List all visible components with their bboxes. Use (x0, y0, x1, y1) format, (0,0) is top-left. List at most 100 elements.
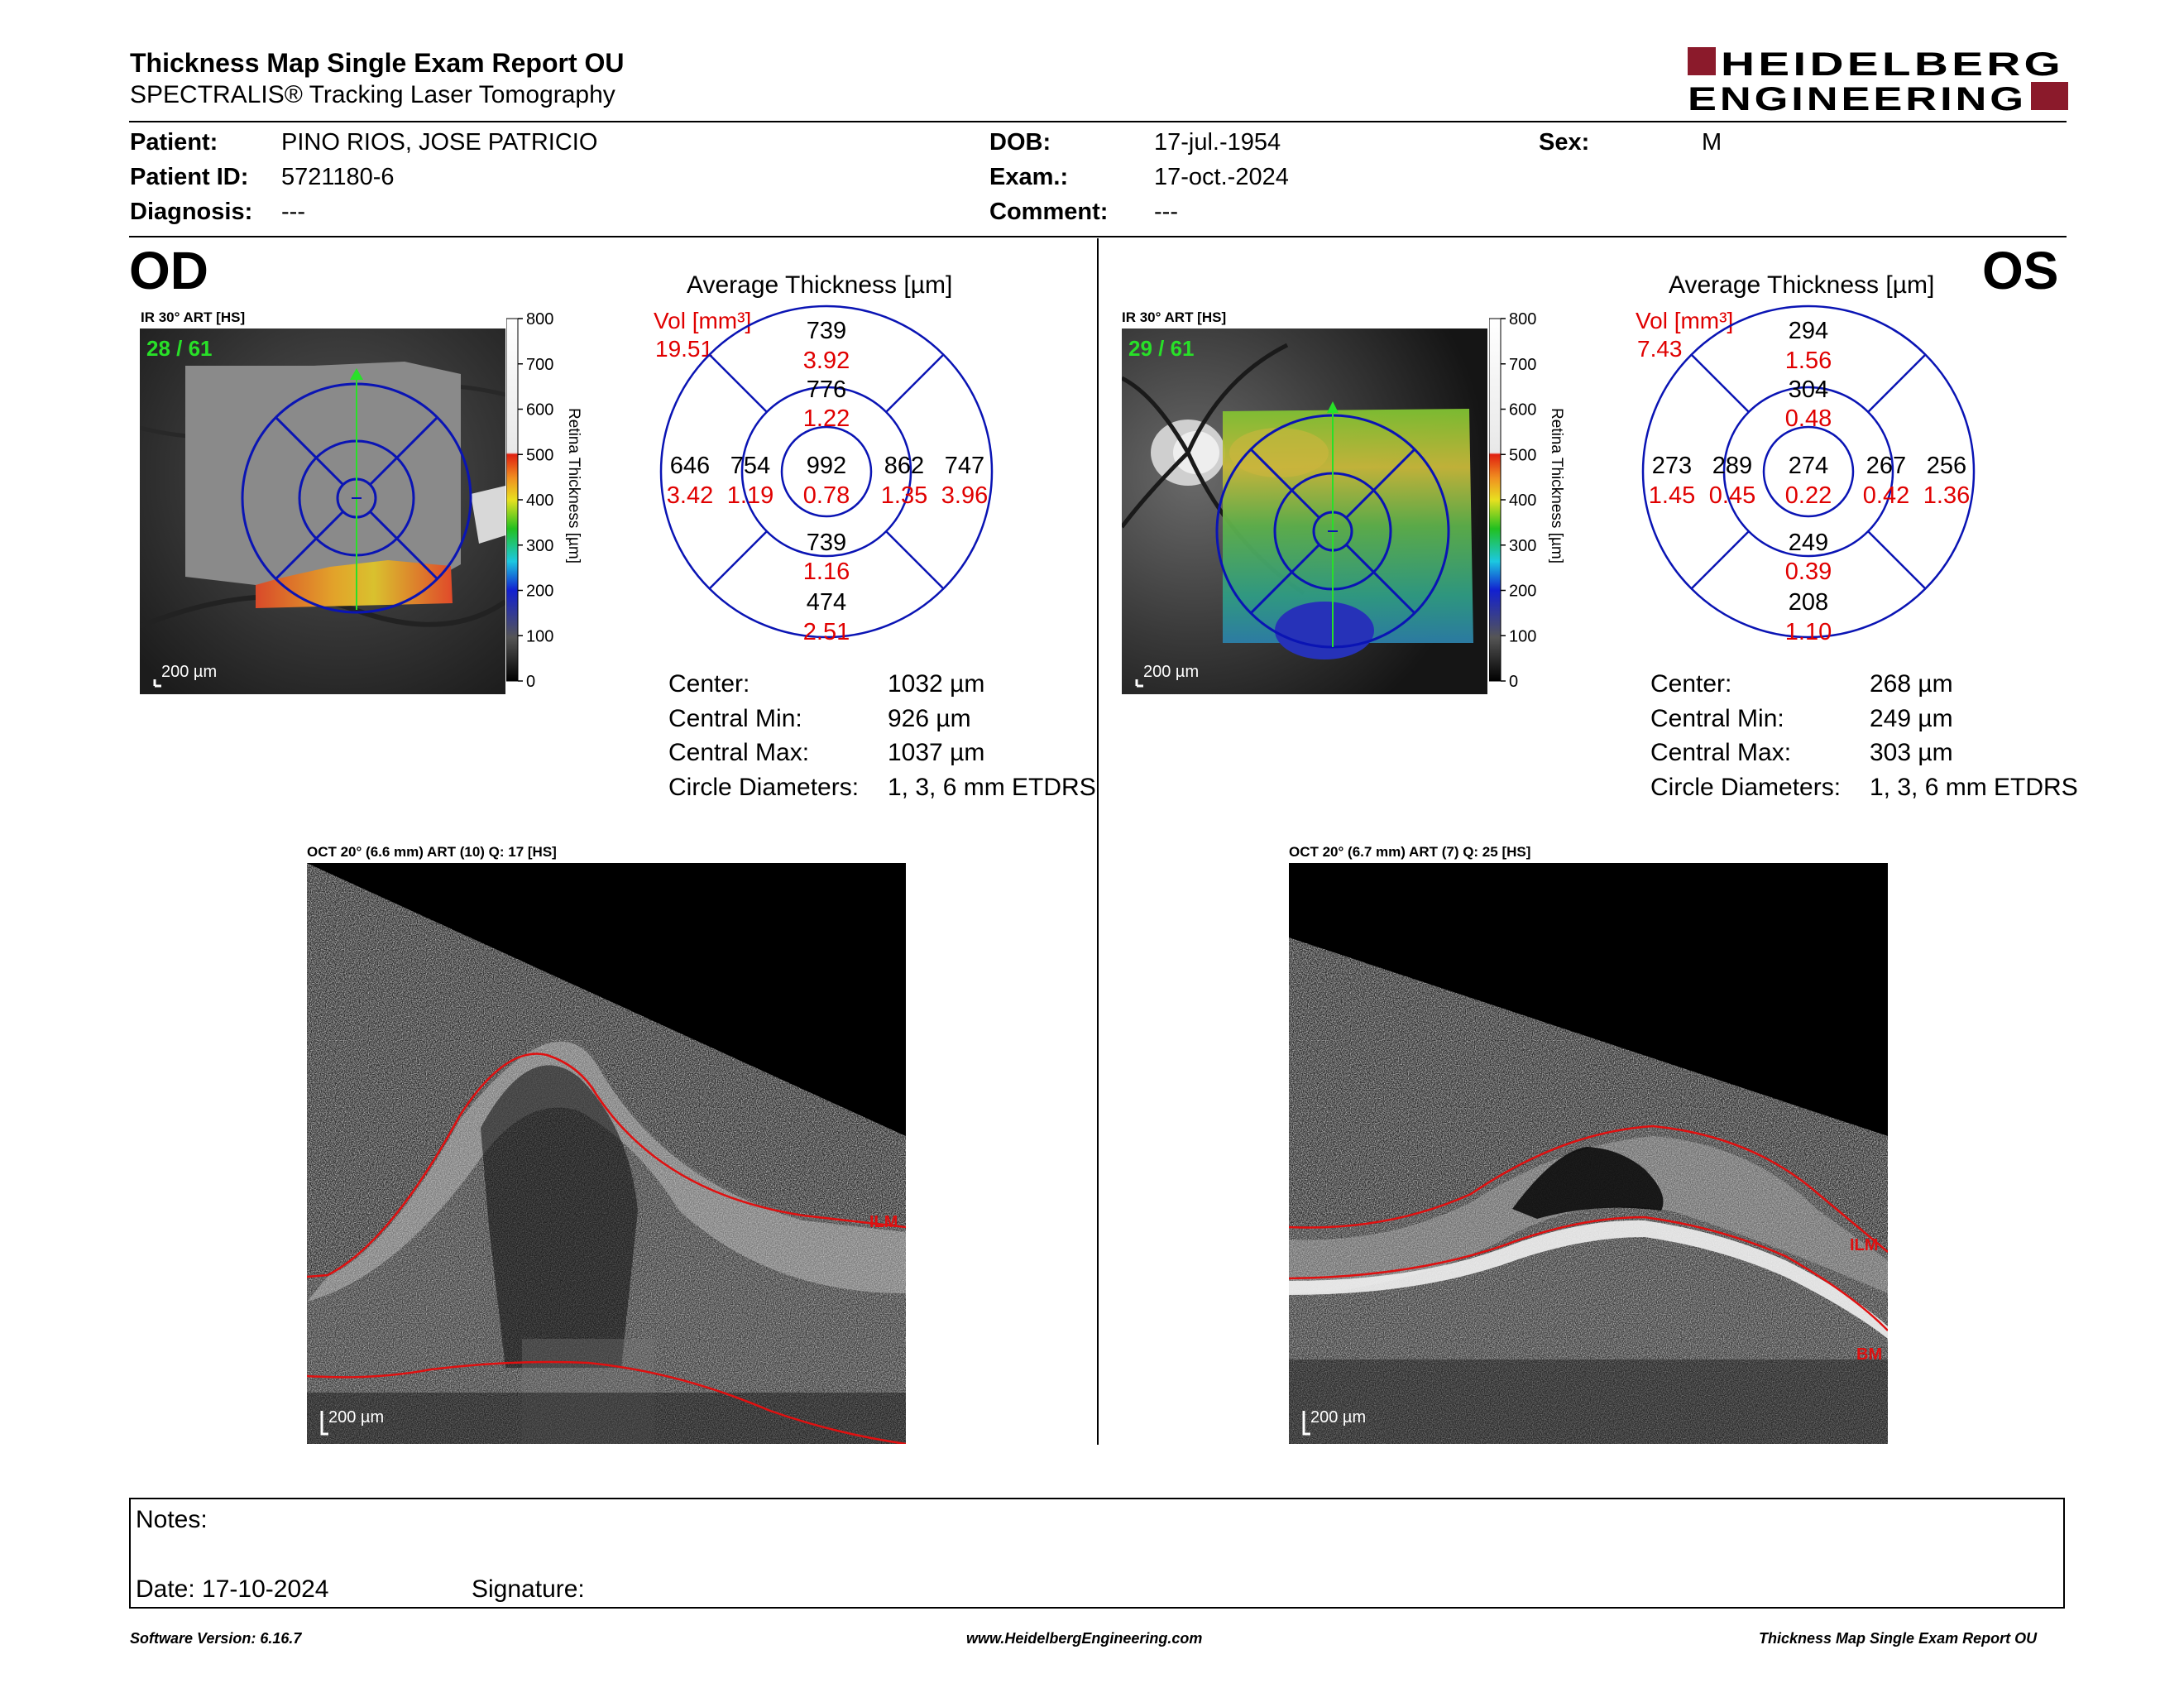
od-oct-title: OCT 20° (6.6 mm) ART (10) Q: 17 [HS] (307, 844, 557, 860)
od-colorbar-tick-label: 200 (526, 583, 553, 601)
os-bm-label: BM (1856, 1345, 1882, 1364)
od-colorbar-tick-label: 0 (526, 673, 535, 691)
logo-line2: ENGINEERING (1688, 81, 2027, 116)
od-oct-scan: ILM 200 µm (307, 863, 906, 1444)
os-min-value: 249 µm (1870, 705, 1953, 732)
od-outer-inf: 474 (807, 589, 846, 616)
os-colorbar-tick-label: 800 (1509, 310, 1536, 328)
os-etdrs-grid: 294 1.56 304 0.48 273 1.45 289 0.45 274 … (1641, 305, 1976, 645)
notes-box[interactable]: Notes: Date: 17-10-2024 Signature: (129, 1498, 2065, 1609)
od-inner-inf: 739 (807, 530, 846, 556)
os-diam-value: 1, 3, 6 mm ETDRS (1870, 774, 2078, 801)
os-min-label: Central Min: (1650, 705, 1784, 732)
os-vol-label: Vol [mm³] (1636, 308, 1734, 333)
os-colorbar-tick-label: 200 (1509, 583, 1536, 601)
od-colorbar-title: Retina Thickness [µm] (565, 408, 582, 563)
os-ir-scale: 200 µm (1143, 663, 1199, 681)
exam-label: Exam.: (989, 164, 1069, 190)
os-center-label: Center: (1650, 670, 1732, 698)
od-vol-total: 19.51 (655, 336, 714, 362)
od-inner-sup: 776 (807, 376, 846, 403)
od-outer-nas-vol: 3.96 (941, 482, 988, 509)
os-inner-sup: 304 (1789, 376, 1828, 403)
od-vol-label: Vol [mm³] (654, 308, 752, 333)
od-inner-temp-vol: 1.19 (727, 482, 774, 509)
report-subtitle: SPECTRALIS® Tracking Laser Tomography (130, 81, 615, 108)
od-outer-sup-vol: 3.92 (803, 348, 850, 374)
os-outer-inf-vol: 1.10 (1785, 619, 1832, 645)
heidelberg-logo: HEIDELBERG ENGINEERING (1688, 46, 2068, 116)
os-outer-inf: 208 (1789, 589, 1828, 616)
od-diam-label: Circle Diameters: (668, 774, 860, 801)
od-etdrs-grid: 739 3.92 776 1.22 646 3.42 754 1.19 992 … (659, 305, 994, 645)
od-outer-sup: 739 (807, 318, 846, 344)
patient-id: 5721180-6 (281, 164, 395, 190)
os-inner-inf-vol: 0.39 (1785, 559, 1832, 585)
od-outer-temp-vol: 3.42 (667, 482, 713, 509)
website-link[interactable]: www.HeidelbergEngineering.com (966, 1630, 1203, 1647)
os-vol-total: 7.43 (1637, 336, 1683, 362)
os-colorbar: 800 700 600 500 400 300 200 100 0 Retina Thickne… (1489, 310, 1565, 691)
os-outer-sup: 294 (1789, 318, 1828, 344)
od-ir-scale: 200 µm (161, 663, 217, 681)
od-diam-value: 1, 3, 6 mm ETDRS (888, 774, 1096, 801)
od-colorbar-tick-label: 800 (526, 310, 553, 328)
os-center: 274 (1789, 453, 1828, 479)
eye-label-od: OD (129, 241, 208, 300)
os-colorbar-tick-label: 0 (1509, 673, 1518, 691)
os-outer-temp: 273 (1652, 453, 1692, 479)
od-center: 992 (807, 453, 846, 479)
os-outer-nas-vol: 1.36 (1923, 482, 1970, 509)
od-inner-sup-vol: 1.22 (803, 405, 850, 432)
os-inner-temp-vol: 0.45 (1709, 482, 1755, 509)
os-inner-temp: 289 (1712, 453, 1752, 479)
os-oct-scale: 200 µm (1310, 1408, 1366, 1427)
software-version: Software Version: 6.16.7 (130, 1630, 302, 1647)
sex-value: M (1702, 129, 1722, 156)
os-outer-nas: 256 (1927, 453, 1966, 479)
diagnosis-label: Diagnosis: (130, 199, 253, 225)
od-center-value: 1032 µm (888, 670, 985, 698)
od-inner-nas: 862 (884, 453, 924, 479)
od-colorbar-tick-label: 300 (526, 537, 553, 555)
od-colorbar-tick-label: 400 (526, 492, 553, 510)
os-inner-nas: 267 (1866, 453, 1906, 479)
patient-name: PINO RIOS, JOSE PATRICIO (281, 129, 598, 156)
os-inner-sup-vol: 0.48 (1785, 405, 1832, 432)
od-max-label: Central Max: (668, 739, 810, 766)
os-colorbar-tick-label: 400 (1509, 492, 1536, 510)
sex-label: Sex: (1539, 129, 1590, 156)
notes-label: Notes: (136, 1506, 208, 1533)
os-ilm-label: ILM (1850, 1236, 1878, 1254)
os-outer-temp-vol: 1.45 (1649, 482, 1695, 509)
od-max-value: 1037 µm (888, 739, 985, 766)
os-center-vol: 0.22 (1785, 482, 1832, 509)
os-center-value: 268 µm (1870, 670, 1953, 698)
os-ir-image: 29 / 61 200 µm (1122, 328, 1487, 694)
od-outer-nas: 747 (945, 453, 984, 479)
os-slice-label: 29 / 61 (1128, 336, 1195, 361)
od-outer-inf-vol: 2.51 (803, 619, 850, 645)
od-ir-title: IR 30° ART [HS] (141, 309, 246, 325)
eye-divider (1097, 238, 1099, 1445)
footer-report-name: Thickness Map Single Exam Report OU (1759, 1630, 2038, 1647)
os-ir-title: IR 30° ART [HS] (1122, 309, 1227, 325)
od-center-vol: 0.78 (803, 482, 850, 509)
od-avg-title: Average Thickness [µm] (687, 271, 953, 299)
od-colorbar-tick-label: 100 (526, 627, 553, 645)
od-ilm-label: ILM (869, 1213, 898, 1231)
os-oct-scan: ILM BM 200 µm (1289, 863, 1888, 1444)
od-min-label: Central Min: (668, 705, 802, 732)
signature-label: Signature: (472, 1575, 585, 1603)
od-colorbar-tick-label: 700 (526, 356, 553, 374)
os-max-label: Central Max: (1650, 739, 1792, 766)
od-colorbar: 800 700 600 500 400 300 200 100 0 Retina Thickne… (506, 310, 582, 691)
dob-value: 17-jul.-1954 (1154, 129, 1281, 156)
dob-label: DOB: (989, 129, 1051, 156)
comment-label: Comment: (989, 199, 1109, 225)
od-colorbar-tick-label: 500 (526, 446, 553, 464)
diagnosis-value: --- (281, 199, 305, 225)
os-diam-label: Circle Diameters: (1650, 774, 1842, 801)
os-max-value: 303 µm (1870, 739, 1953, 766)
notes-date: Date: 17-10-2024 (136, 1575, 329, 1603)
